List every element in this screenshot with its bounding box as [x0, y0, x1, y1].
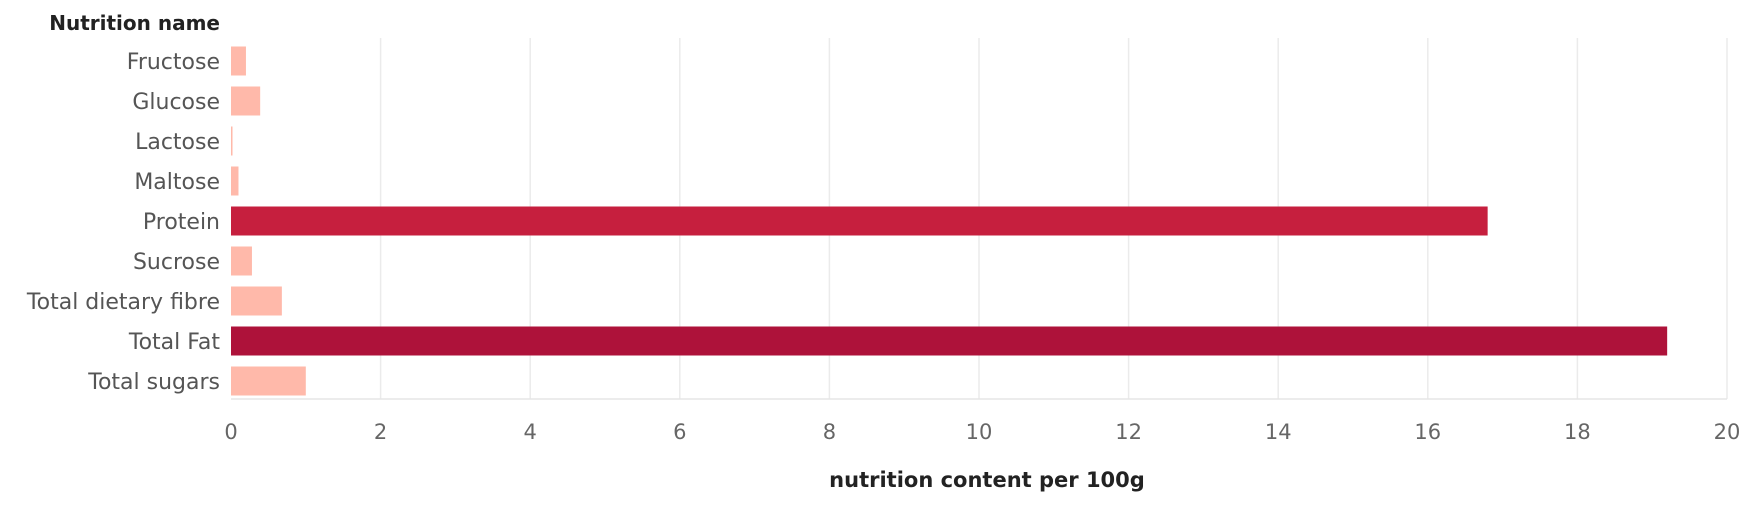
bar[interactable] [231, 46, 246, 76]
bar[interactable] [231, 86, 261, 116]
x-tick-label: 6 [673, 420, 686, 444]
bar[interactable] [231, 366, 306, 396]
x-tick-label: 18 [1564, 420, 1591, 444]
bars [231, 46, 1668, 396]
category-label: Protein [143, 210, 220, 235]
category-label: Glucose [132, 90, 220, 115]
category-label: Total dietary fibre [26, 290, 220, 315]
row-header-title: Nutrition name [49, 11, 220, 35]
category-label: Sucrose [133, 250, 220, 275]
category-label: Lactose [135, 130, 220, 155]
bar[interactable] [231, 166, 239, 196]
category-label: Total sugars [87, 370, 220, 395]
x-tick-label: 16 [1414, 420, 1441, 444]
x-axis-title: nutrition content per 100g [829, 468, 1145, 492]
x-tick-label: 20 [1714, 420, 1741, 444]
x-tick-label: 14 [1265, 420, 1292, 444]
bar[interactable] [231, 246, 252, 276]
category-label: Total Fat [128, 330, 220, 355]
category-label: Maltose [134, 170, 220, 195]
bar[interactable] [231, 126, 233, 156]
bar[interactable] [231, 206, 1488, 236]
category-labels: Fructose Glucose Lactose Maltose Protein Sucr… [26, 50, 220, 395]
x-tick-label: 4 [524, 420, 537, 444]
bar[interactable] [231, 286, 282, 316]
bar[interactable] [231, 326, 1668, 356]
x-tick-label: 10 [966, 420, 993, 444]
x-tick-label: 2 [374, 420, 387, 444]
x-tick-label: 8 [823, 420, 836, 444]
x-axis-ticks: 0 2 4 6 8 10 12 14 16 18 20 [224, 420, 1740, 444]
x-tick-label: 0 [224, 420, 237, 444]
category-label: Fructose [127, 50, 220, 75]
x-tick-label: 12 [1115, 420, 1142, 444]
